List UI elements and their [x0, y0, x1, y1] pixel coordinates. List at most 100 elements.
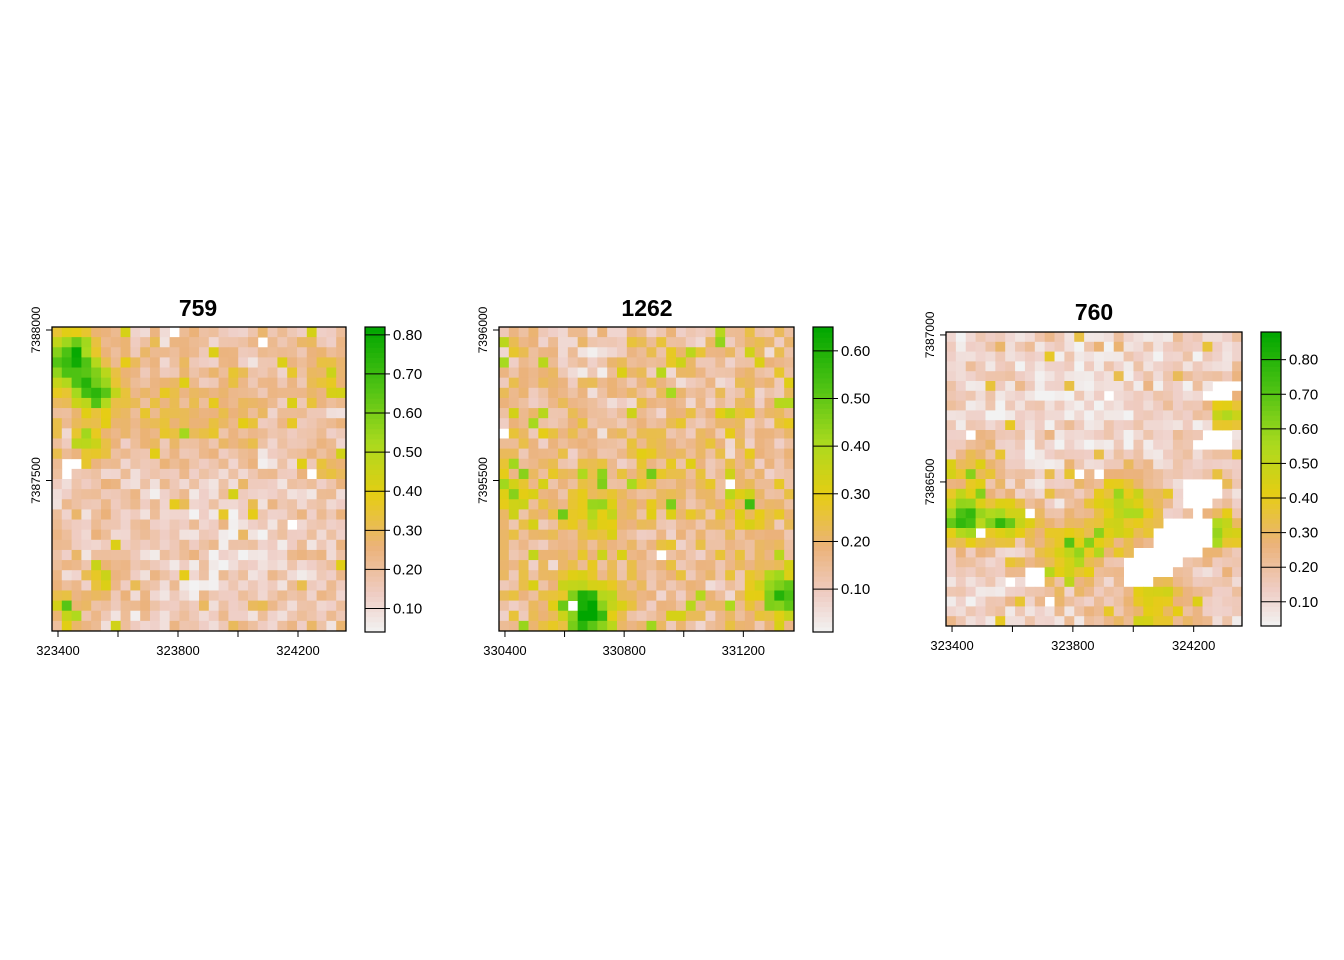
- raster-cell: [548, 560, 559, 571]
- raster-cell: [946, 518, 957, 529]
- raster-cell: [548, 499, 559, 510]
- raster-cell: [695, 367, 706, 379]
- raster-cell: [744, 479, 756, 490]
- raster-cell: [336, 570, 347, 581]
- colorbar-swatch: [1261, 503, 1281, 509]
- raster-cell: [189, 529, 200, 541]
- raster-cell: [1222, 557, 1233, 568]
- raster-cell: [1133, 459, 1144, 470]
- raster-cell: [1103, 557, 1115, 568]
- raster-cell: [297, 489, 308, 500]
- raster-cell: [1084, 606, 1095, 617]
- raster-cell: [1015, 371, 1026, 382]
- colorbar-swatch: [813, 545, 833, 552]
- raster-cell: [636, 418, 647, 429]
- colorbar-tick-label: 0.70: [393, 366, 422, 383]
- raster-cell: [189, 549, 200, 561]
- colorbar-swatch: [1261, 444, 1281, 451]
- raster-cell: [277, 408, 288, 419]
- raster-cell: [287, 327, 298, 338]
- raster-cell: [636, 377, 647, 389]
- raster-cell: [52, 610, 63, 622]
- raster-cell: [1103, 518, 1115, 529]
- raster-cell: [1133, 508, 1144, 519]
- raster-cell: [1153, 596, 1164, 607]
- raster-cell: [528, 327, 539, 338]
- raster-cell: [326, 519, 337, 531]
- raster-cell: [754, 327, 765, 338]
- raster-cell: [1143, 371, 1154, 382]
- colorbar-tick-label: 0.70: [1289, 386, 1318, 403]
- raster-cell: [61, 560, 72, 571]
- raster-cell: [946, 332, 957, 343]
- raster-cell: [1054, 410, 1065, 421]
- colorbar-tick-label: 0.40: [393, 483, 422, 500]
- colorbar-swatch: [1261, 601, 1281, 607]
- raster-cell: [1024, 596, 1036, 607]
- x-tick-label: 331200: [722, 643, 765, 658]
- colorbar-swatch: [365, 342, 385, 348]
- raster-cell: [577, 397, 588, 409]
- raster-cell: [277, 327, 288, 338]
- raster-cell: [1074, 371, 1085, 382]
- raster-cell: [676, 549, 687, 561]
- raster-cell: [1094, 361, 1105, 372]
- raster-cell: [577, 458, 588, 470]
- raster-cell: [1113, 332, 1124, 343]
- raster-cell: [159, 458, 170, 470]
- raster-cell: [567, 347, 579, 358]
- raster-cell: [1232, 410, 1243, 421]
- raster-cell: [297, 347, 308, 358]
- raster-cell: [52, 519, 63, 531]
- raster-cell: [140, 428, 151, 439]
- raster-cell: [159, 580, 170, 591]
- raster-cell: [735, 600, 746, 612]
- raster-cell: [705, 367, 716, 379]
- raster-cell: [110, 418, 121, 429]
- raster-cell: [577, 549, 588, 561]
- raster-cell: [705, 570, 716, 581]
- raster-cell: [91, 367, 102, 379]
- raster-cell: [228, 580, 239, 591]
- raster-cell: [52, 438, 63, 449]
- colorbar-swatch: [365, 443, 385, 450]
- raster-cell: [71, 580, 82, 591]
- raster-cell: [754, 438, 765, 449]
- raster-cell: [518, 600, 529, 612]
- raster-cell: [597, 408, 608, 419]
- raster-cell: [985, 498, 996, 509]
- raster-cell: [499, 489, 510, 500]
- raster-cell: [676, 387, 687, 399]
- raster-cell: [1034, 341, 1046, 352]
- raster-cell: [587, 509, 598, 520]
- raster-cell: [577, 367, 588, 379]
- raster-cell: [297, 377, 308, 389]
- raster-cell: [518, 438, 529, 449]
- raster-cell: [1212, 537, 1223, 548]
- raster-cell: [1212, 528, 1223, 539]
- raster-cell: [607, 408, 618, 419]
- raster-cell: [326, 580, 337, 591]
- raster-cell: [1182, 616, 1194, 627]
- raster-cell: [656, 367, 667, 379]
- raster-cell: [735, 387, 746, 399]
- raster-cell: [607, 418, 618, 429]
- raster-cell: [1222, 537, 1233, 548]
- raster-cell: [297, 479, 308, 490]
- raster-cell: [754, 489, 765, 500]
- raster-cell: [508, 357, 520, 368]
- raster-cell: [306, 570, 317, 581]
- raster-cell: [1034, 606, 1046, 617]
- raster-cell: [1123, 498, 1134, 509]
- raster-cell: [189, 448, 200, 460]
- raster-cell: [169, 539, 180, 551]
- raster-cell: [110, 539, 121, 551]
- raster-cell: [955, 498, 967, 509]
- raster-cell: [1074, 410, 1085, 421]
- raster-cell: [1034, 586, 1046, 597]
- raster-cell: [587, 367, 598, 379]
- raster-cell: [626, 580, 638, 591]
- colorbar-swatch: [813, 403, 833, 409]
- raster-cell: [955, 518, 967, 529]
- raster-cell: [267, 448, 278, 460]
